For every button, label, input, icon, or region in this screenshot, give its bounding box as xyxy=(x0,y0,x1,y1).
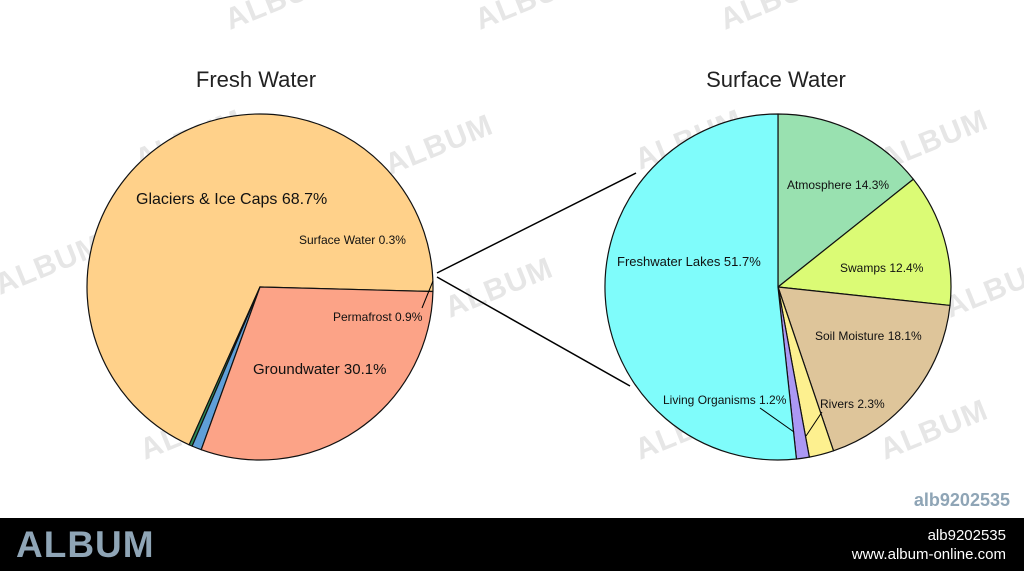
pie-slice-swamps xyxy=(777,178,952,307)
pie-slice-atmosphere xyxy=(777,113,914,288)
image-id-label: alb9202535 xyxy=(913,490,1010,510)
slice-label-surface-water: Surface Water 0.3% xyxy=(299,233,406,247)
zoom-connector-line-lower xyxy=(436,276,631,387)
footer-url: www.album-online.com xyxy=(851,546,1006,563)
watermark-text: ALBUM xyxy=(940,251,1024,324)
pie-slice-glaciers-ice-caps xyxy=(86,113,434,446)
pie-slice-soil-moisture xyxy=(777,286,951,452)
watermark-text: ALBUM xyxy=(380,108,497,181)
slice-label-permafrost: Permafrost 0.9% xyxy=(333,310,423,324)
surface-water-title: Surface Water xyxy=(706,67,846,92)
permafrost-leader-line xyxy=(421,280,434,309)
footer-bar: ALBUM alb9202535 www.album-online.com xyxy=(0,518,1024,571)
pie-slice-groundwater xyxy=(200,286,434,461)
slice-label-living-organisms: Living Organisms 1.2% xyxy=(663,393,787,407)
slice-label-swamps: Swamps 12.4% xyxy=(840,261,924,275)
watermark-text: ALBUM xyxy=(715,0,832,36)
surface-water-pie xyxy=(604,113,952,461)
zoom-connector-line-upper xyxy=(436,172,637,274)
album-logo: ALBUM xyxy=(16,524,155,565)
footer-image-id: alb9202535 xyxy=(927,527,1006,544)
pie-slice-freshwater-lakes xyxy=(604,113,798,461)
living-organisms-leader-line xyxy=(759,407,795,433)
watermark-text: ALBUM xyxy=(220,0,337,36)
fresh-water-pie xyxy=(86,113,434,461)
watermark-text: ALBUM xyxy=(470,0,587,36)
slice-label-soil-moisture: Soil Moisture 18.1% xyxy=(815,329,922,343)
slice-label-freshwater-lakes: Freshwater Lakes 51.7% xyxy=(617,254,761,269)
slice-label-rivers: Rivers 2.3% xyxy=(820,397,885,411)
fresh-water-title: Fresh Water xyxy=(196,67,316,92)
rivers-leader-line xyxy=(805,411,823,437)
slice-label-groundwater: Groundwater 30.1% xyxy=(253,361,386,378)
pie-chart-figure: ALBUM ALBUM ALBUM ALBUM ALBUM ALBUM ALBU… xyxy=(0,0,1024,466)
slice-label-atmosphere: Atmosphere 14.3% xyxy=(787,178,889,192)
slice-label-glaciers: Glaciers & Ice Caps 68.7% xyxy=(136,191,327,208)
